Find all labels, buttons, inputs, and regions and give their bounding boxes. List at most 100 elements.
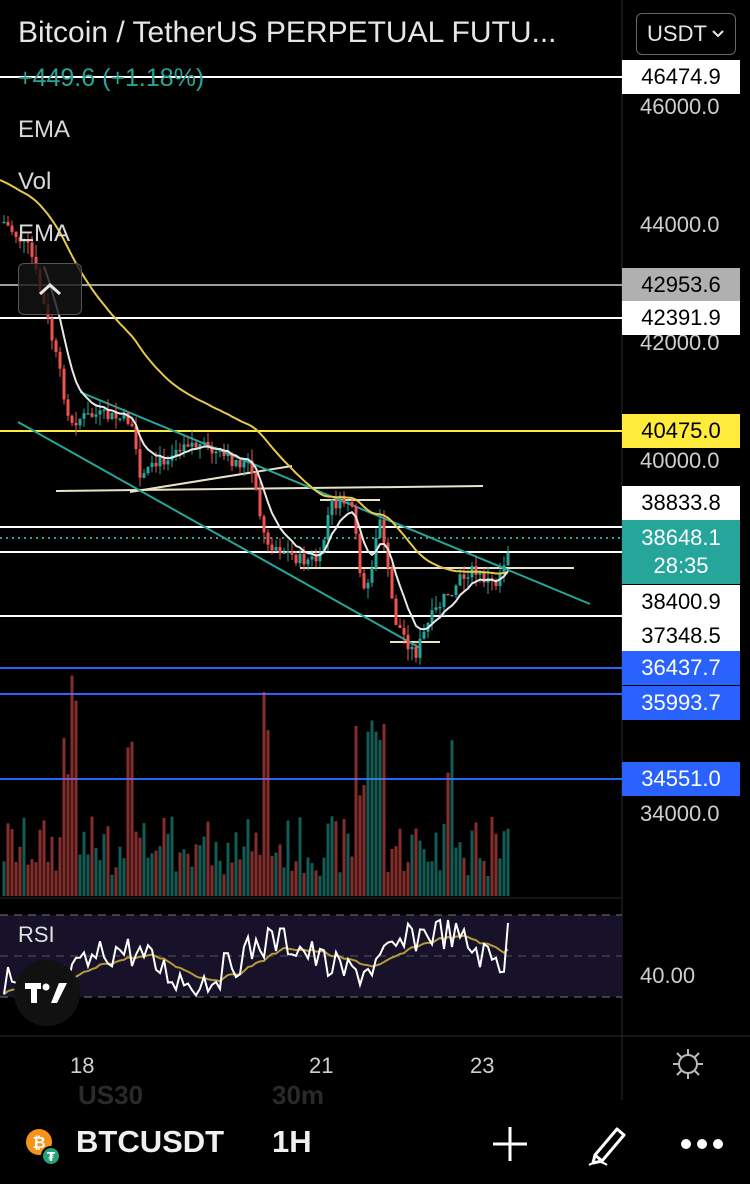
volume-bar [342,819,346,896]
volume-bar [338,872,342,896]
price-label-38400[interactable]: 38400.9 [622,585,740,619]
chart-settings-button[interactable] [668,1044,708,1084]
horizontal-ray-upper[interactable] [55,485,484,492]
candle-body [298,553,302,564]
price-label-35993[interactable]: 35993.7 [622,686,740,720]
candle-body [454,585,458,595]
volume-bar [454,847,458,896]
price-label-36437[interactable]: 36437.7 [622,651,740,685]
candle-body [254,473,258,490]
candle-body [114,412,118,419]
candle-body [446,593,450,596]
collapse-indicators-button[interactable] [18,263,82,315]
price-label-42391[interactable]: 42391.9 [622,301,740,335]
time-tick: 23 [470,1053,495,1078]
candle-body [434,607,438,611]
volume-bar [234,832,238,896]
volume-bar [30,859,34,896]
volume-bar [226,842,230,896]
candle-body [226,452,230,456]
volume-bar [330,816,334,896]
volume-bar [326,823,330,896]
price-tick: 46000.0 [640,94,720,119]
candle-body [206,441,210,447]
indicator-ema-1[interactable]: EMA [18,116,71,143]
candle-body [370,568,374,583]
candle-body [146,467,150,474]
volume-bar [310,863,314,896]
price-label-46474[interactable]: 46474.9 [622,60,740,94]
candle-body [214,451,218,454]
volume-bar [362,785,366,896]
candle-body [106,409,110,420]
volume-bar [402,870,406,896]
volume-bar [418,840,422,896]
candle-body [474,566,478,575]
trend-line-small[interactable] [129,465,293,493]
indicator-ema-2[interactable]: EMA [18,220,71,247]
candle-body [150,462,154,468]
candle-body [482,572,486,583]
bottom-toolbar [0,1100,750,1184]
volume-bar [62,737,66,896]
ema-fast-line [43,266,509,631]
current-price-value: 38648.1 [641,525,721,550]
volume-bar [410,834,414,896]
volume-bar [114,867,118,896]
candle-body [26,239,30,243]
more-button[interactable] [678,1120,726,1168]
tradingview-logo[interactable] [14,960,80,1026]
volume-bar [102,834,106,896]
price-label-34551[interactable]: 34551.0 [622,762,740,796]
chart-canvas[interactable] [0,0,750,1100]
volume-bar [278,844,282,896]
price-label-37348[interactable]: 37348.5 [622,619,740,653]
candle-body [250,460,254,474]
volume-bar [98,860,102,896]
volume-bar [434,832,438,896]
candle-body [230,452,234,467]
ema-slow-line [0,179,509,575]
volume-bar [34,862,38,896]
bitcoin-icon: ₿ ₮ [24,1127,66,1167]
instrument-title[interactable]: Bitcoin / TetherUS PERPETUAL FUTU... [18,16,557,49]
volume-bar [18,846,22,896]
volume-bar [90,816,94,896]
candle-body [78,418,82,426]
price-tick: 34000.0 [640,801,720,826]
channel-lower-line[interactable] [17,421,421,649]
candle-body [198,444,202,448]
candle-body [430,610,434,623]
price-label-40475[interactable]: 40475.0 [622,414,740,448]
currency-selector[interactable]: USDT [636,13,736,55]
candle-body [422,631,426,639]
price-tick: 44000.0 [640,212,720,237]
volume-bar [370,720,374,896]
indicator-vol[interactable]: Vol [18,168,52,195]
candle-countdown: 28:35 [653,553,709,578]
rsi-ma-line [3,934,509,996]
volume-bar [406,862,410,896]
interval-button[interactable]: 1H [272,1124,312,1159]
candle-body [58,351,62,369]
candle-body [406,634,410,650]
volume-bar [270,855,274,896]
candle-body [14,231,18,238]
candle-body [462,574,466,579]
volume-bars [2,675,510,896]
symbol-button[interactable]: BTCUSDT [76,1124,225,1159]
price-label-42953[interactable]: 42953.6 [622,268,740,302]
candle-body [450,594,454,597]
candle-body [6,221,10,226]
rsi-title[interactable]: RSI [18,922,55,947]
add-button[interactable] [486,1120,534,1168]
candle-body [398,624,402,628]
drawing-tools-button[interactable] [584,1120,632,1168]
volume-bar [482,861,486,896]
volume-bar [478,858,482,896]
pencil-icon [588,1127,626,1166]
price-label-38833[interactable]: 38833.8 [622,486,740,520]
candle-body [62,368,66,400]
volume-bar [374,731,378,896]
volume-bar [182,849,186,896]
